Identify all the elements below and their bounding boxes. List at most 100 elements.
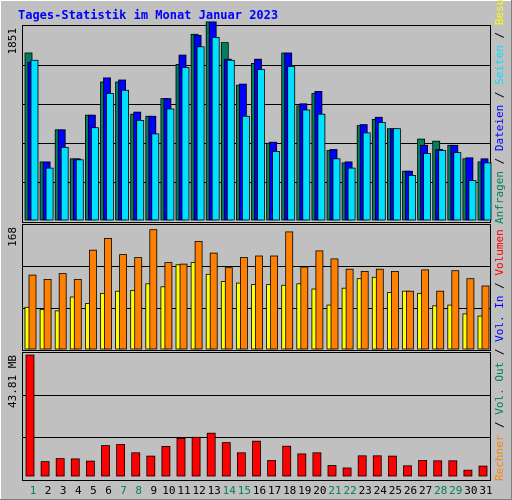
legend-part-0: Rechner [493,434,506,481]
bars-volume [25,354,488,477]
bar-seiten-day-18 [287,66,296,221]
bar-volumen-day-12 [191,436,201,477]
panel-frame-volume [22,352,491,481]
legend-part-1: / [493,151,506,171]
day-label-11: 11 [177,484,190,497]
bars-hits-files-pages [24,21,492,221]
bar-rechner-day-3 [58,273,67,350]
grid-volume [23,395,490,438]
bar-volumen-day-16 [252,440,261,477]
bar-volumen-day-5 [86,460,95,477]
y-max-label-hits: 1851 [6,28,19,55]
bar-volumen-day-18 [282,445,292,477]
legend-part-6: Besuche [493,0,506,25]
legend-part-2: Dateien [493,105,506,151]
bar-rechner-day-19 [300,266,309,350]
legend-part-3: / [493,85,506,105]
bar-volumen-day-13 [206,432,216,477]
bar-rechner-day-9 [149,229,158,350]
day-label-21: 21 [328,484,341,497]
legend-sites-volume: Rechner / Vol. Out / Vol. In / Volumen [493,229,506,481]
bar-seiten-day-21 [332,158,341,221]
day-label-7: 7 [120,484,127,497]
bar-seiten-day-20 [317,113,326,221]
bar-volumen-day-17 [267,460,277,477]
bar-volumen-day-7 [116,444,125,477]
bar-rechner-day-8 [134,257,143,350]
day-label-4: 4 [75,484,82,497]
bar-rechner-day-29 [451,270,460,350]
bar-seiten-day-4 [75,159,84,221]
day-label-20: 20 [313,484,326,497]
panel-frame-visits [22,224,491,351]
legend-part-0: Anfragen [493,171,506,224]
bar-seiten-day-1 [30,59,39,221]
bar-seiten-day-2 [45,167,54,221]
bar-seiten-day-27 [423,153,432,221]
bar-volumen-day-23 [357,455,367,477]
day-label-18: 18 [283,484,296,497]
bar-seiten-day-7 [121,89,129,221]
bar-rechner-day-2 [43,278,52,350]
bar-seiten-day-31 [483,162,492,221]
bar-seiten-day-29 [453,152,462,221]
bar-seiten-day-13 [211,37,220,221]
legend-part-3: / [493,342,506,362]
bar-rechner-day-4 [73,278,82,350]
legend-hits-files-pages-visits: Anfragen / Dateien / Seiten / Besuche [493,0,506,224]
bar-seiten-day-30 [468,180,477,221]
bar-rechner-day-25 [390,270,399,350]
bar-rechner-day-10 [164,262,173,350]
day-label-17: 17 [268,484,281,497]
bar-volumen-day-22 [342,467,352,477]
bar-rechner-day-16 [255,255,263,350]
bar-volumen-day-6 [101,445,110,477]
bar-seiten-day-3 [60,146,69,221]
day-label-25: 25 [389,484,402,497]
legend-part-5: / [493,276,506,296]
bar-rechner-day-12 [194,240,203,350]
bar-seiten-day-16 [257,69,265,221]
day-label-8: 8 [135,484,142,497]
bar-volumen-day-1 [25,354,35,477]
bar-volumen-day-27 [418,460,428,477]
day-label-16: 16 [253,484,266,497]
bar-seiten-day-8 [136,120,145,221]
bar-volumen-day-30 [463,469,473,477]
bar-volumen-day-21 [327,465,337,477]
day-label-9: 9 [150,484,157,497]
day-label-14: 14 [223,484,237,497]
bar-volumen-day-8 [131,452,141,477]
bar-seiten-day-15 [241,115,250,221]
day-label-13: 13 [208,484,221,497]
day-label-6: 6 [105,484,112,497]
bar-rechner-day-17 [270,255,279,350]
bar-seiten-day-12 [196,46,205,221]
bar-rechner-day-31 [481,285,490,350]
bar-seiten-day-6 [106,93,114,221]
chart-title: Tages-Statistik im Monat Januar 2023 [18,8,278,22]
bar-volumen-day-4 [70,458,80,477]
bar-volumen-day-31 [478,465,488,477]
legend-part-1: / [493,415,506,435]
bar-seiten-day-23 [362,132,371,221]
bar-rechner-day-6 [104,237,112,350]
bar-rechner-day-13 [209,252,218,350]
bar-volumen-day-19 [297,453,307,477]
day-label-2: 2 [45,484,52,497]
day-label-31: 31 [479,484,492,497]
legend-part-6: Volumen [493,229,506,275]
bar-volumen-day-26 [403,465,412,477]
day-label-27: 27 [419,484,432,497]
bar-seiten-day-5 [91,127,99,221]
panel-frame-hits [22,25,491,223]
bar-rechner-day-18 [285,231,294,350]
bar-rechner-day-23 [360,270,369,350]
bar-rechner-day-14 [224,267,233,350]
bar-volumen-day-24 [372,455,382,477]
x-axis-day-labels: 1 2 3 4 5 6 7 8 9 10 11 12 13 14 15 16 17 18 19 20 21 22 23 24 2… [30,484,493,497]
bar-seiten-day-9 [151,133,160,221]
bar-seiten-day-10 [166,108,175,221]
bar-rechner-day-21 [330,258,339,350]
bars-visits-sites [24,229,490,350]
